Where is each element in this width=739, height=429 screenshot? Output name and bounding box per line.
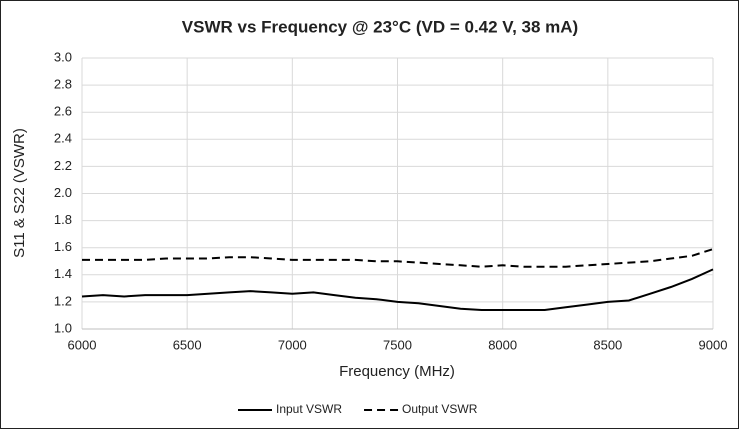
x-tick-label: 6500 — [173, 337, 202, 352]
y-tick-label: 2.4 — [54, 131, 72, 146]
y-tick-label: 3.0 — [54, 49, 72, 64]
y-tick-label: 2.0 — [54, 185, 72, 200]
x-tick-label: 6000 — [68, 337, 97, 352]
y-axis-label: S11 & S22 (VSWR) — [11, 128, 28, 258]
x-tick-label: 8500 — [593, 337, 622, 352]
y-tick-label: 1.6 — [54, 239, 72, 254]
y-tick-label: 2.2 — [54, 158, 72, 173]
legend-label: Output VSWR — [402, 402, 478, 416]
data-line — [82, 248, 714, 268]
y-tick-label: 1.0 — [54, 320, 72, 335]
x-tick-label: 9000 — [699, 337, 728, 352]
x-axis-label: Frequency (MHz) — [339, 363, 455, 380]
y-tick-label: 2.6 — [54, 104, 72, 119]
y-tick-label: 1.4 — [54, 266, 72, 281]
y-tick-label: 1.2 — [54, 293, 72, 308]
y-tick-label: 1.8 — [54, 212, 72, 227]
legend-label: Input VSWR — [276, 402, 342, 416]
x-tick-label: 7500 — [383, 337, 412, 352]
x-tick-label: 8000 — [488, 337, 517, 352]
y-tick-label: 2.8 — [54, 77, 72, 92]
chart-title: VSWR vs Frequency @ 23°C (VD = 0.42 V, 3… — [182, 17, 578, 36]
data-line — [81, 268, 714, 311]
x-tick-label: 7000 — [278, 337, 307, 352]
